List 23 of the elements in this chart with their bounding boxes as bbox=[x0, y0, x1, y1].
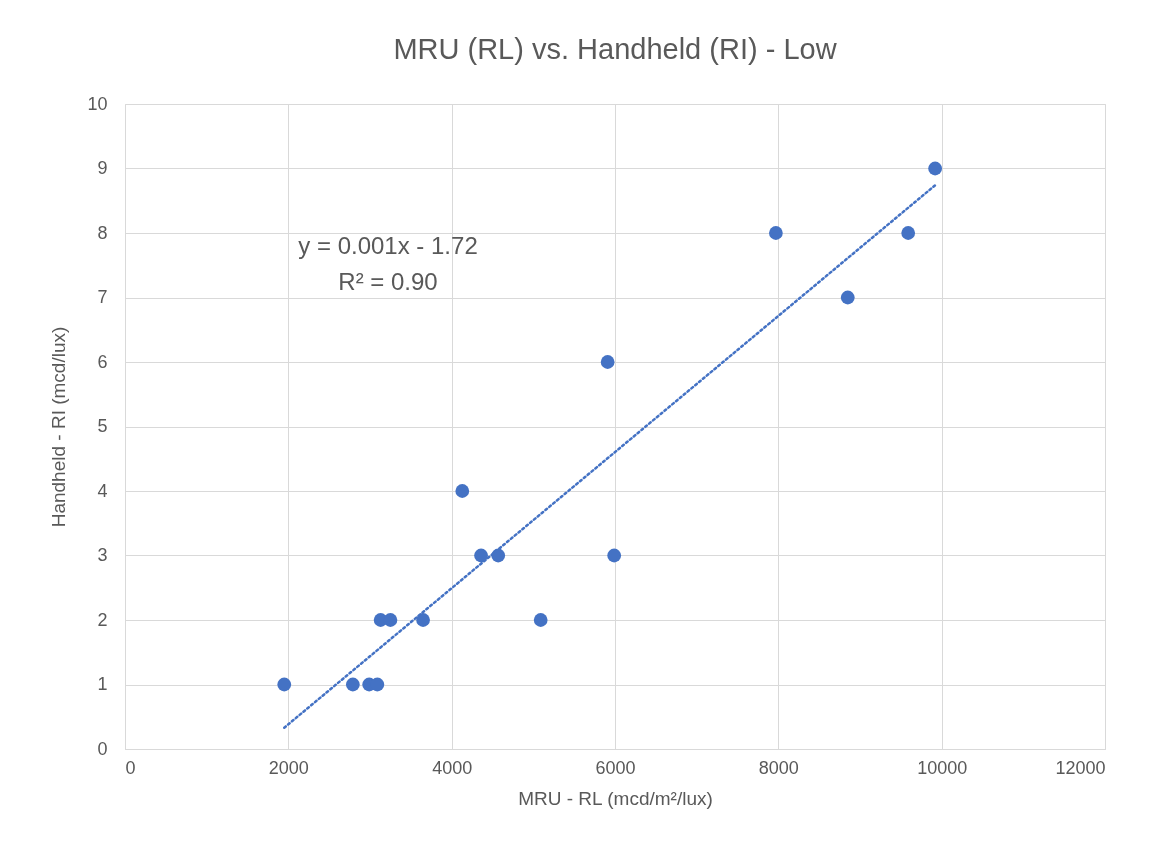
x-axis-title: MRU - RL (mcd/m²/lux) bbox=[518, 787, 713, 809]
x-tick-label: 0 bbox=[125, 757, 136, 778]
x-tick-label: 12000 bbox=[1055, 757, 1106, 778]
y-tick-label: 4 bbox=[97, 480, 108, 501]
y-tick-label: 5 bbox=[97, 416, 108, 436]
x-tick-label: 10000 bbox=[917, 757, 968, 778]
y-tick-label: 2 bbox=[97, 609, 108, 630]
y-tick-label: 10 bbox=[87, 93, 108, 114]
y-axis-title: Handheld - RI (mcd/lux) bbox=[48, 326, 70, 528]
x-tick-label: 2000 bbox=[268, 757, 309, 778]
x-tick-label: 8000 bbox=[758, 757, 799, 778]
y-tick-label: 6 bbox=[97, 351, 108, 372]
y-tick-label: 8 bbox=[97, 222, 108, 243]
y-tick-label: 3 bbox=[97, 545, 108, 565]
annotation: R² = 0.90 bbox=[338, 268, 438, 295]
y-tick-label: 0 bbox=[97, 738, 108, 759]
annotation: y = 0.001x - 1.72 bbox=[298, 232, 478, 259]
x-tick-label: 6000 bbox=[595, 757, 636, 778]
chart-title: MRU (RL) vs. Handheld (RI) - Low bbox=[393, 33, 838, 65]
y-tick-label: 9 bbox=[97, 158, 108, 178]
y-tick-label: 1 bbox=[97, 674, 108, 694]
y-tick-label: 7 bbox=[97, 287, 108, 307]
x-tick-label: 4000 bbox=[432, 757, 473, 778]
